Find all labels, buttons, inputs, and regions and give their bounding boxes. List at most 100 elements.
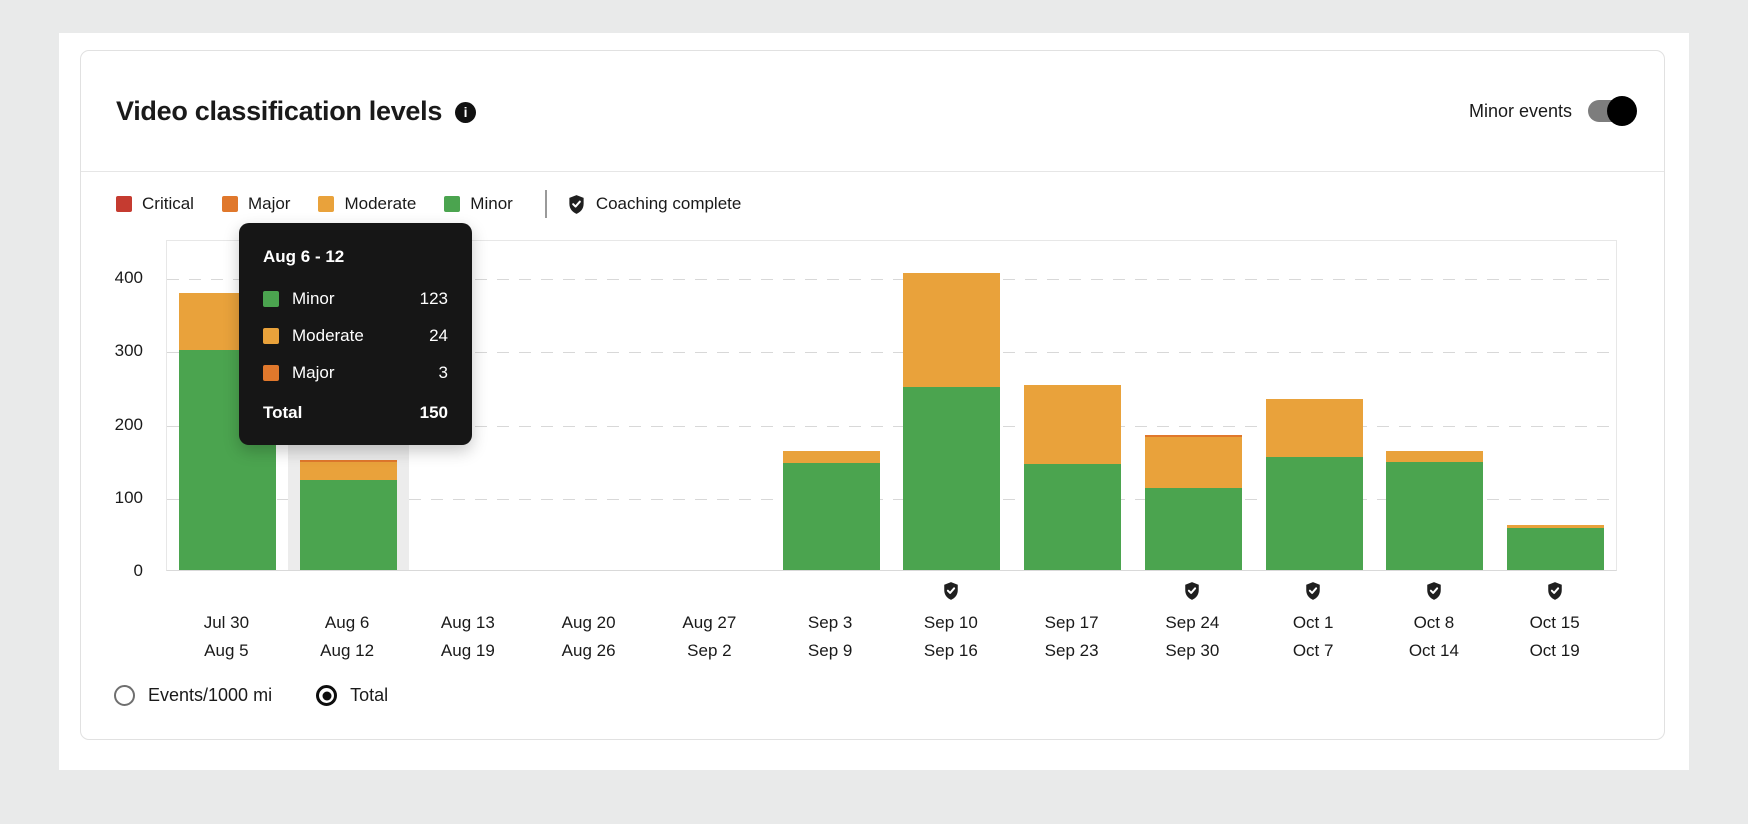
metric-radio-group: Events/1000 mi Total (114, 685, 388, 706)
x-tick-line1: Oct 8 (1413, 613, 1455, 632)
legend-label: Moderate (344, 194, 417, 213)
chart-tooltip: Aug 6 - 12 Minor 123 Moderate 24 Major 3 Tota… (239, 223, 472, 445)
bar-segment-minor[interactable] (1144, 487, 1242, 570)
x-tick-line1: Aug 6 (324, 613, 370, 632)
info-icon[interactable]: i (455, 101, 477, 123)
tooltip-row-minor: Minor 123 (263, 289, 448, 309)
bar-segment-major[interactable] (1144, 434, 1242, 437)
x-tick-line2: Oct 19 (1529, 641, 1580, 660)
tooltip-total-value: 150 (419, 403, 448, 422)
bar-segment-minor[interactable] (1265, 457, 1363, 570)
bar-segment-moderate[interactable] (903, 273, 1001, 387)
coaching-complete-marker (1132, 581, 1253, 603)
x-tick-sep-10: Sep 10 Sep 16 (891, 581, 1012, 665)
bar-segment-minor[interactable] (782, 463, 880, 570)
x-tick-line1: Aug 27 (682, 613, 737, 632)
coaching-marker-empty (408, 581, 529, 603)
radio-selected-icon[interactable] (316, 685, 338, 706)
bar-segment-major[interactable] (299, 460, 397, 463)
minor-events-toggle-label: Minor events (1468, 100, 1572, 121)
toggle-knob (1607, 96, 1637, 126)
tooltip-row-value: 123 (419, 289, 448, 308)
x-tick-line2: Sep 16 (923, 641, 978, 660)
x-tick-line1: Jul 30 (203, 613, 250, 632)
bar-segment-moderate[interactable] (782, 450, 880, 464)
x-tick-line1: Sep 17 (1044, 613, 1099, 632)
bar-segment-moderate[interactable] (1144, 436, 1242, 488)
legend: Critical Major Moderate Minor Coaching compl… (116, 190, 742, 218)
radio-events-1000-mi[interactable]: Events/1000 mi (114, 685, 272, 706)
tooltip-swatch (263, 365, 279, 381)
coaching-complete-label: Coaching complete (595, 194, 742, 213)
tooltip-row-label: Major (292, 363, 335, 382)
bar-segment-minor[interactable] (1386, 461, 1484, 570)
bar-segment-moderate[interactable] (299, 462, 397, 480)
gridline (167, 352, 1616, 354)
tooltip-rows: Minor 123 Moderate 24 Major 3 (263, 289, 448, 383)
x-tick-line2: Aug 5 (204, 641, 249, 660)
radio-label: Events/1000 mi (148, 685, 273, 705)
bar-segment-minor[interactable] (1507, 528, 1605, 570)
radio-total[interactable]: Total (316, 685, 388, 706)
x-tick-oct-1: Oct 1 Oct 7 (1253, 581, 1374, 665)
coaching-marker-empty (528, 581, 649, 603)
bar-segment-moderate[interactable] (1265, 399, 1363, 458)
video-classification-card: Video classification levels i Minor even… (80, 50, 1665, 740)
x-tick-line2: Oct 14 (1408, 641, 1459, 660)
tooltip-total-row: Total 150 (263, 403, 448, 423)
tooltip-title: Aug 6 - 12 (263, 247, 345, 266)
coaching-complete-shield-icon (944, 582, 958, 600)
plot-area (166, 240, 1617, 571)
legend-label: Major (247, 194, 291, 213)
x-tick-line2: Sep 23 (1044, 641, 1099, 660)
coaching-complete-shield-icon (569, 194, 584, 214)
x-tick-oct-8: Oct 8 Oct 14 (1374, 581, 1495, 665)
legend-swatch (221, 196, 238, 212)
tooltip-total-label: Total (263, 403, 303, 422)
bar-segment-moderate[interactable] (1507, 524, 1605, 529)
tooltip-row-value: 24 (429, 326, 448, 345)
x-tick-aug-13: Aug 13 Aug 19 (408, 581, 529, 665)
legend-coaching-complete: Coaching complete (567, 194, 742, 215)
bar-segment-minor[interactable] (903, 386, 1001, 570)
legend-swatch (116, 196, 132, 212)
x-tick-line2: Sep 9 (807, 641, 853, 660)
x-tick-sep-3: Sep 3 Sep 9 (770, 581, 891, 665)
radio-unselected-icon[interactable] (114, 685, 135, 706)
coaching-marker-empty (166, 581, 287, 603)
coaching-complete-marker (891, 581, 1012, 603)
y-tick-label: 200 (114, 414, 143, 434)
x-tick-line1: Sep 10 (923, 613, 978, 632)
x-tick-sep-17: Sep 17 Sep 23 (1011, 581, 1132, 665)
bar-segment-moderate[interactable] (1386, 451, 1484, 462)
coaching-marker-empty (1011, 581, 1132, 603)
shield-check-icon (567, 194, 586, 215)
legend-item-moderate[interactable]: Moderate (318, 194, 416, 214)
bar-segment-minor[interactable] (1024, 463, 1122, 570)
legend-swatch (444, 196, 461, 212)
coaching-marker-empty (770, 581, 891, 603)
legend-label: Minor (470, 194, 513, 213)
y-tick-label: 0 (133, 561, 143, 580)
legend-divider (544, 190, 547, 218)
x-tick-line2: Sep 30 (1165, 641, 1220, 660)
legend-item-major[interactable]: Major (221, 194, 291, 214)
x-tick-aug-27: Aug 27 Sep 2 (649, 581, 770, 665)
radio-label: Total (350, 685, 389, 705)
legend-item-critical[interactable]: Critical (116, 194, 194, 214)
minor-events-toggle[interactable] (1588, 96, 1637, 126)
legend-item-minor[interactable]: Minor (444, 194, 513, 214)
tooltip-row-value: 3 (438, 363, 448, 382)
bar-segment-minor[interactable] (299, 479, 397, 570)
gridline (167, 425, 1616, 427)
x-tick-line2: Aug 12 (320, 641, 375, 660)
bar-segment-moderate[interactable] (1024, 384, 1122, 464)
tooltip-row-label: Minor (292, 289, 335, 308)
legend-label: Critical (142, 194, 194, 213)
coaching-complete-shield-icon (1547, 582, 1562, 600)
x-tick-line1: Oct 1 (1292, 613, 1334, 632)
x-tick-line2: Aug 26 (561, 641, 616, 660)
legend-swatch (318, 196, 335, 212)
x-tick-aug-6: Aug 6 Aug 12 (287, 581, 408, 665)
x-tick-jul-30: Jul 30 Aug 5 (166, 581, 287, 665)
